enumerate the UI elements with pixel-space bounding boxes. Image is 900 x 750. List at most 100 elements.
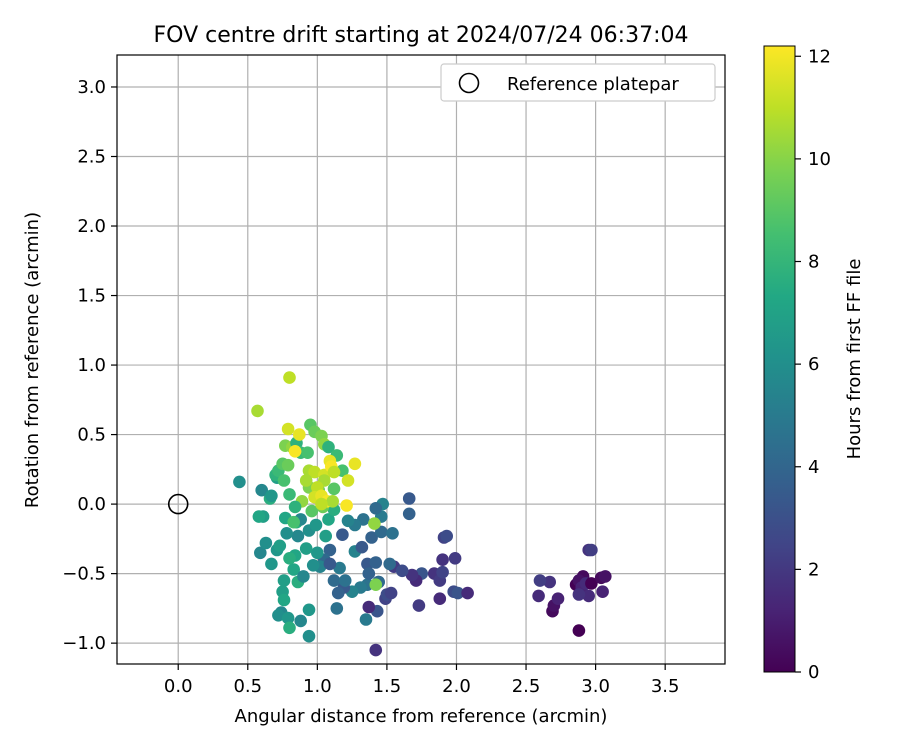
- scatter-point: [572, 588, 586, 601]
- scatter-point: [383, 557, 397, 571]
- scatter-point: [323, 543, 337, 557]
- scatter-point: [436, 553, 449, 566]
- colorbar: 0 2 4 6 8 10 12 Hours from first FF file: [763, 45, 865, 683]
- colorbar-ticks: 0 2 4 6 8 10 12: [795, 46, 831, 683]
- colorbar-gradient: [764, 46, 795, 672]
- scatter-point: [265, 557, 278, 571]
- scatter-point: [283, 621, 296, 635]
- scatter-point: [273, 539, 287, 553]
- scatter-point: [436, 565, 449, 579]
- scatter-point: [277, 593, 291, 607]
- scatter-point: [433, 592, 447, 605]
- scatter-point: [330, 602, 344, 615]
- scatter-point: [551, 592, 565, 605]
- x-axis-label: Angular distance from reference (arcmin): [235, 706, 608, 727]
- scatter-point: [599, 570, 612, 583]
- scatter-point: [252, 510, 266, 523]
- colorbar-tick-label: 0: [808, 662, 819, 683]
- scatter-point: [340, 499, 353, 512]
- x-tick-label: 0.0: [164, 676, 193, 697]
- scatter-point: [294, 614, 308, 628]
- scatter-point: [283, 371, 296, 384]
- x-axis-ticks: 0.0 0.5 1.0 1.5 2.0 2.5 3.0 3.5: [164, 664, 680, 697]
- colorbar-tick-label: 10: [808, 149, 831, 170]
- scatter-point: [338, 574, 352, 587]
- scatter-point: [327, 482, 341, 496]
- scatter-point: [572, 624, 586, 637]
- x-tick-label: 2.5: [512, 676, 541, 697]
- scatter-point: [327, 574, 341, 587]
- scatter-point: [281, 611, 295, 625]
- scatter-point: [297, 570, 310, 583]
- scatter-point: [323, 557, 337, 571]
- scatter-point: [277, 474, 291, 487]
- scatter-point: [326, 495, 340, 508]
- scatter-point: [405, 568, 419, 582]
- plot-frame: [116, 54, 726, 665]
- scatter-point: [288, 500, 302, 514]
- scatter-point: [306, 559, 320, 572]
- scatter-point: [596, 585, 609, 598]
- x-tick-label: 1.5: [373, 676, 402, 697]
- scatter-point: [448, 552, 462, 565]
- scatter-point: [348, 457, 362, 471]
- scatter-point: [451, 586, 465, 600]
- scatter-point: [299, 542, 313, 555]
- colorbar-tick-label: 4: [808, 457, 819, 478]
- scatter-point: [369, 578, 383, 591]
- scatter-point: [302, 603, 316, 617]
- scatter-point: [341, 474, 355, 487]
- colorbar-tick-label: 6: [808, 354, 819, 375]
- scatter-point: [315, 497, 328, 511]
- y-tick-label: 0.5: [77, 425, 106, 446]
- scatter-point: [281, 422, 295, 436]
- scatter-point: [362, 600, 376, 614]
- scatter-point: [308, 465, 321, 479]
- scatter-point: [336, 528, 349, 541]
- legend-entry-label: Reference platepar: [507, 74, 679, 95]
- scatter-point: [272, 609, 285, 622]
- x-tick-label: 3.0: [581, 676, 610, 697]
- scatter-point: [585, 543, 598, 557]
- scatter-point: [369, 556, 383, 569]
- scatter-point: [333, 561, 346, 575]
- scatter-point: [299, 474, 313, 487]
- scatter-point: [281, 458, 295, 472]
- y-tick-label: −1.0: [62, 633, 106, 654]
- scatter-point: [280, 527, 294, 540]
- scatter-point: [288, 445, 302, 458]
- scatter-point: [301, 446, 314, 460]
- scatter-point: [322, 440, 335, 454]
- colorbar-label: Hours from first FF file: [844, 259, 865, 460]
- scatter-point: [412, 599, 426, 612]
- reference-point-marker: [167, 493, 189, 515]
- scatter-point: [543, 575, 556, 589]
- scatter-point: [395, 564, 409, 578]
- colorbar-tick-label: 2: [808, 559, 819, 580]
- scatter-points: [167, 371, 612, 657]
- x-tick-label: 2.0: [442, 676, 471, 697]
- scatter-point: [359, 613, 373, 626]
- scatter-point: [533, 574, 547, 587]
- scatter-point: [302, 629, 316, 643]
- scatter-point: [319, 529, 333, 543]
- y-tick-label: 2.0: [77, 216, 106, 237]
- scatter-point: [311, 546, 324, 560]
- scatter-point: [365, 531, 378, 544]
- scatter-point: [532, 589, 545, 603]
- y-tick-label: 1.0: [77, 355, 106, 376]
- scatter-point: [327, 465, 341, 479]
- scatter-point: [291, 529, 305, 543]
- scatter-point: [233, 475, 246, 489]
- y-tick-label: 1.5: [77, 286, 106, 307]
- y-tick-label: −0.5: [62, 564, 106, 585]
- scatter-point: [386, 527, 399, 540]
- scatter-point: [362, 567, 376, 580]
- scatter-point: [265, 489, 278, 503]
- x-tick-label: 1.0: [303, 676, 332, 697]
- scatter-point: [369, 502, 383, 515]
- legend: Reference platepar: [440, 63, 716, 102]
- x-tick-label: 3.5: [651, 676, 680, 697]
- y-tick-label: 3.0: [77, 77, 106, 98]
